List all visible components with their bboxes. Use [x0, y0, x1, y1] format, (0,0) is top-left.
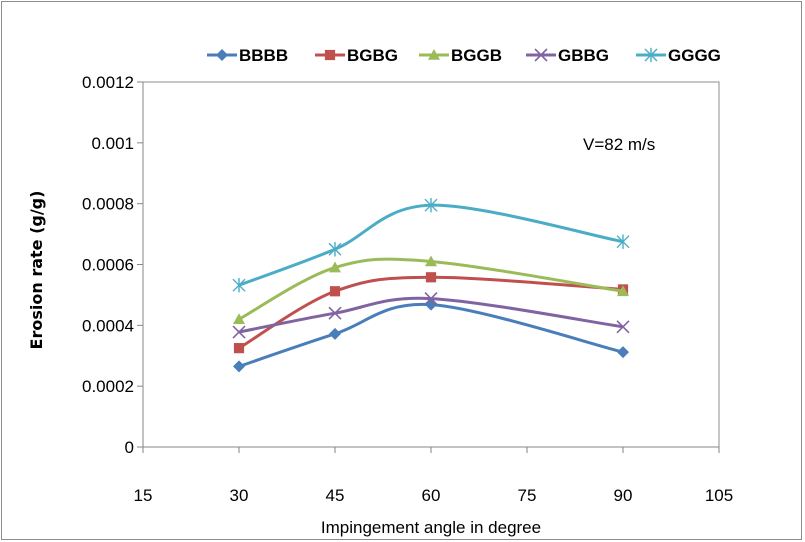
legend-item-bggb: BGGB: [419, 46, 502, 65]
data-point: [328, 242, 342, 257]
legend-item-gggg: GGGG: [636, 46, 721, 65]
data-point: [424, 292, 438, 306]
legend-label: GGGG: [668, 46, 721, 65]
y-tick-label: 0.001: [91, 134, 134, 153]
series-bggb: [233, 255, 629, 325]
data-point: [329, 261, 341, 273]
series-line: [238, 275, 624, 350]
series-line: [238, 257, 624, 321]
x-tick-label: 30: [230, 486, 249, 505]
data-point: [425, 255, 437, 267]
y-tick-label: 0.0002: [82, 377, 134, 396]
y-tick-label: 0.0008: [82, 195, 134, 214]
series-line: [238, 203, 624, 287]
data-point: [424, 197, 438, 213]
data-point: [328, 306, 342, 320]
legend-marker: [534, 48, 548, 62]
data-point: [329, 327, 341, 340]
speed-annotation: V=82 m/s: [583, 135, 655, 154]
series-bgbg: [233, 272, 629, 354]
series-line: [238, 296, 624, 334]
x-axis-title: Impingement angle in degree: [321, 518, 541, 537]
y-tick-label: 0.0012: [82, 73, 134, 92]
y-tick-label: 0.0006: [82, 256, 134, 275]
legend-item-gbbg: GBBG: [526, 46, 609, 65]
data-point: [425, 272, 437, 283]
data-point: [233, 313, 245, 325]
y-axis-title: Erosion rate (g/g): [27, 191, 46, 350]
legend: BBBB BGBG BGGB GBBG GGGG: [207, 46, 721, 65]
legend-label: BBBB: [239, 46, 288, 65]
legend-marker: [324, 49, 336, 61]
data-point: [329, 286, 341, 297]
x-tick-label: 90: [614, 486, 633, 505]
x-tick-label: 45: [326, 486, 345, 505]
legend-item-bgbg: BGBG: [315, 46, 398, 65]
x-tick-label: 15: [134, 486, 153, 505]
legend-label: BGGB: [451, 46, 502, 65]
data-point: [233, 360, 245, 373]
legend-label: BGBG: [347, 46, 398, 65]
legend-marker: [644, 47, 658, 63]
legend-label: GBBG: [558, 46, 609, 65]
x-tick-label: 75: [518, 486, 537, 505]
series-layer: [232, 197, 630, 373]
series-bbbb: [233, 298, 629, 373]
x-tick-label: 105: [705, 486, 733, 505]
series-gggg: [232, 197, 630, 293]
marker-stroke: [616, 320, 630, 334]
data-point: [425, 298, 437, 311]
axes: 0 0.0002 0.0004 0.0006 0.0008 0.001 0.0012 15 30…: [82, 73, 733, 505]
x-tick-label: 60: [422, 486, 441, 505]
marker-stroke: [424, 292, 438, 306]
legend-item-bbbb: BBBB: [207, 46, 288, 65]
data-point: [233, 343, 245, 354]
data-point: [232, 277, 246, 293]
series-gbbg: [232, 292, 630, 339]
y-tick-label: 0.0004: [82, 316, 134, 335]
data-point: [617, 346, 629, 359]
legend-marker: [216, 49, 228, 61]
data-point: [617, 285, 629, 297]
legend-marker: [428, 49, 440, 60]
marker-stroke: [232, 325, 246, 339]
y-tick-label: 0: [125, 438, 134, 457]
data-point: [232, 325, 246, 339]
series-line: [238, 302, 624, 368]
marker-stroke: [534, 48, 548, 62]
marker-stroke: [328, 306, 342, 320]
data-point: [616, 320, 630, 334]
data-point: [616, 234, 630, 249]
